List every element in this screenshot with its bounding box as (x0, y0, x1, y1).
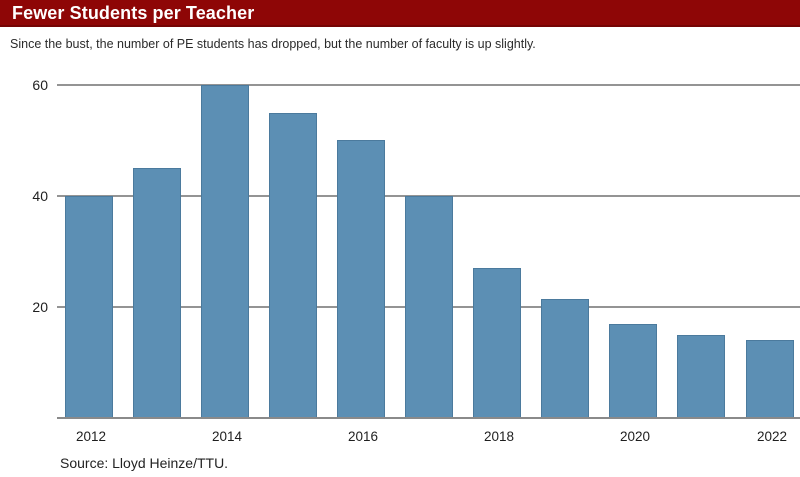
bar-2015 (269, 113, 317, 418)
chart-subtitle: Since the bust, the number of PE student… (10, 37, 536, 51)
source-note: Source: Lloyd Heinze/TTU. (60, 455, 229, 471)
bar-2021 (677, 335, 725, 418)
bar-2020 (609, 324, 657, 418)
bar-2017 (405, 196, 453, 418)
x-axis-tick-label: 2012 (75, 429, 107, 444)
bar-2022 (746, 340, 794, 418)
bar-2013 (133, 168, 181, 418)
bar-2012 (65, 196, 113, 418)
x-axis-tick-label: 2014 (211, 429, 243, 444)
x-axis-tick-label: 2018 (483, 429, 515, 444)
bar-2014 (201, 85, 249, 418)
y-axis-tick-label: 60 (32, 77, 48, 93)
title-bar: Fewer Students per Teacher (0, 0, 800, 27)
x-axis-line (57, 417, 800, 419)
x-axis-tick-label: 2022 (756, 429, 788, 444)
bar-2016 (337, 140, 385, 418)
bar-2019 (541, 299, 589, 418)
x-axis-tick-label: 2016 (347, 429, 379, 444)
y-axis-tick-label: 40 (32, 188, 48, 204)
bar-2018 (473, 268, 521, 418)
gridline-60 (57, 84, 800, 86)
y-axis-tick-label: 20 (32, 299, 48, 315)
chart-title: Fewer Students per Teacher (12, 3, 255, 23)
x-axis-tick-label: 2020 (619, 429, 651, 444)
